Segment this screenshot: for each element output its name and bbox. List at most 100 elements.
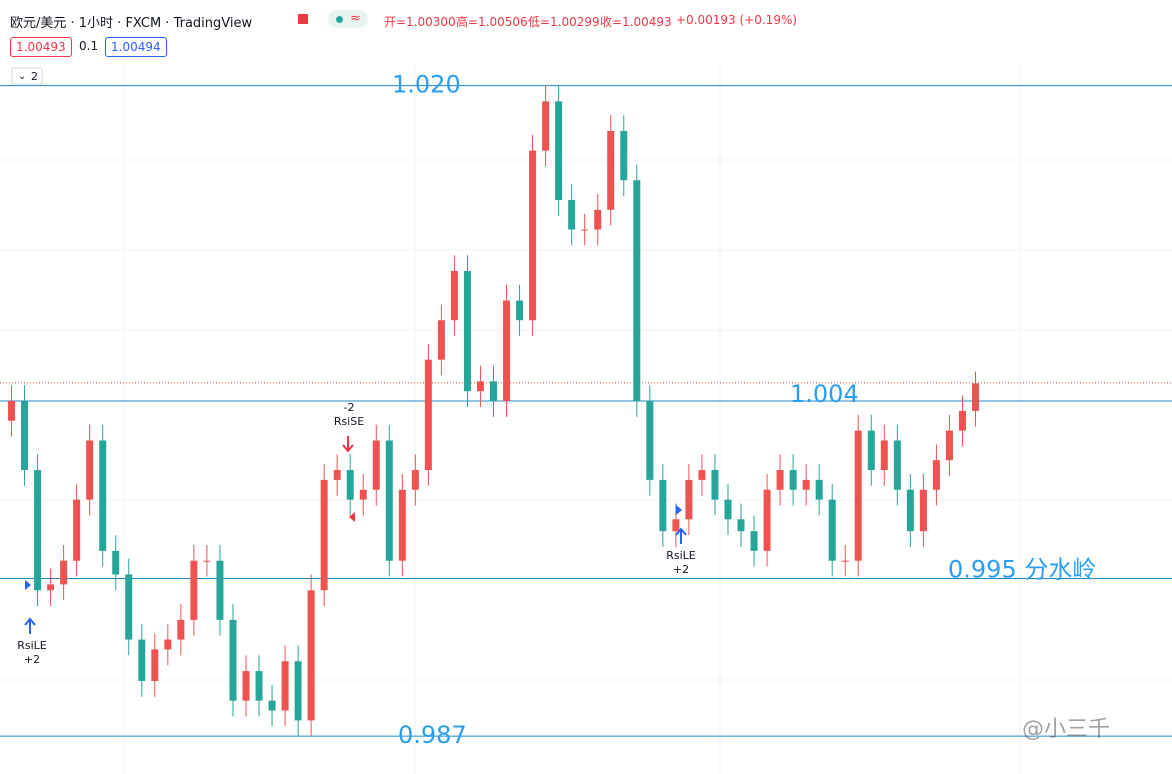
candle-body bbox=[503, 300, 511, 402]
candle-body bbox=[450, 270, 458, 321]
ohlc-change: +0.00193 (+0.19%) bbox=[676, 13, 798, 27]
status-pill[interactable] bbox=[328, 10, 368, 28]
candle-body bbox=[893, 440, 901, 490]
candle-body bbox=[424, 359, 432, 471]
candle-body bbox=[294, 661, 302, 721]
candle-body bbox=[737, 519, 745, 532]
status-dot bbox=[336, 16, 343, 23]
candle-body bbox=[34, 470, 42, 591]
candle-body bbox=[971, 383, 979, 411]
candle-body bbox=[177, 619, 185, 640]
candle-body bbox=[568, 199, 576, 230]
toggle-count: 2 bbox=[31, 70, 38, 83]
candle-body bbox=[815, 479, 823, 500]
candle-body bbox=[646, 401, 654, 480]
candle-body bbox=[659, 479, 667, 532]
approx-icon: ≈ bbox=[350, 11, 361, 26]
candle-body bbox=[685, 479, 693, 520]
flag-icon[interactable] bbox=[298, 14, 308, 24]
candle-body bbox=[880, 440, 888, 471]
candle-body bbox=[190, 560, 198, 620]
candle-body bbox=[763, 489, 771, 551]
signal-rsise: -2 RsiSE bbox=[334, 401, 364, 522]
candle-body bbox=[242, 671, 250, 701]
candle-body bbox=[463, 270, 471, 392]
candle-body bbox=[372, 440, 380, 490]
signal-rsile-1: RsiLE +2 bbox=[17, 580, 47, 666]
candle-body bbox=[60, 560, 68, 585]
collapse-toggle[interactable] bbox=[11, 67, 43, 85]
candle-body bbox=[73, 499, 81, 561]
candle-body bbox=[854, 430, 862, 561]
candle-body bbox=[255, 671, 263, 701]
candle-body bbox=[932, 460, 940, 490]
candle-body bbox=[476, 381, 484, 392]
grid bbox=[0, 62, 1172, 774]
candle-body bbox=[542, 101, 550, 151]
candle-body bbox=[698, 470, 706, 480]
candle-body bbox=[620, 130, 628, 181]
candle-body bbox=[281, 661, 289, 711]
signal-qty: -2 bbox=[344, 401, 355, 414]
candle-body bbox=[138, 639, 146, 681]
candle-body bbox=[112, 550, 120, 575]
ohlc-high: 高=1.00506 bbox=[456, 15, 528, 29]
candle-body bbox=[841, 560, 849, 562]
candle-body bbox=[724, 499, 732, 520]
candle-body bbox=[607, 130, 615, 210]
candle-body bbox=[99, 440, 107, 551]
watermark: @小三千 bbox=[1022, 717, 1110, 742]
buy-price[interactable]: 1.00494 bbox=[105, 37, 167, 57]
candle-body bbox=[672, 519, 680, 532]
signal-label: RsiLE bbox=[666, 549, 696, 562]
symbol-title: 欧元/美元 · 1小时 · FXCM · TradingView bbox=[10, 16, 253, 31]
candle-body bbox=[151, 649, 159, 681]
level-label: 1.020 bbox=[392, 71, 461, 99]
candle-body bbox=[21, 401, 29, 471]
candle-body bbox=[216, 560, 224, 620]
candle-body bbox=[359, 489, 367, 500]
candle-body bbox=[385, 440, 393, 561]
candle-body bbox=[867, 430, 875, 471]
candle-body bbox=[346, 470, 354, 500]
candle-body bbox=[919, 489, 927, 532]
candle-body bbox=[516, 300, 524, 321]
header: 欧元/美元 · 1小时 · FXCM · TradingView ≈ 开=1.0… bbox=[0, 0, 1172, 62]
ohlc-open: 开=1.00300 bbox=[384, 15, 456, 29]
ohlc-low: 低=1.00299 bbox=[528, 15, 600, 29]
candle-body bbox=[906, 489, 914, 532]
candle-body bbox=[828, 499, 836, 561]
candle-body bbox=[411, 470, 419, 490]
spread: 0.1 bbox=[79, 39, 99, 53]
ohlc-close: 收=1.00493 bbox=[600, 15, 672, 29]
candle-body bbox=[594, 209, 602, 230]
candle-body bbox=[945, 430, 953, 461]
signal-qty: +2 bbox=[24, 653, 40, 666]
candle-body bbox=[802, 479, 810, 490]
level-label: 0.995 分水岭 bbox=[948, 555, 1096, 583]
candle-body bbox=[776, 470, 784, 490]
signal-qty: +2 bbox=[673, 563, 689, 576]
level-label: 0.987 bbox=[398, 721, 467, 749]
candle-body bbox=[47, 584, 55, 591]
chevron: ⌄ bbox=[18, 71, 26, 82]
candle-body bbox=[125, 574, 133, 640]
level-label: 1.004 bbox=[790, 380, 859, 408]
signal-label: RsiLE bbox=[17, 639, 47, 652]
candle-body bbox=[633, 180, 641, 402]
candle-body bbox=[555, 101, 563, 200]
candle-body bbox=[581, 229, 589, 231]
candle-body bbox=[307, 590, 315, 721]
candle-body bbox=[333, 470, 341, 480]
candle-body bbox=[529, 150, 537, 321]
candle-body bbox=[958, 410, 966, 431]
candle-body bbox=[789, 470, 797, 490]
candle-body bbox=[268, 700, 276, 711]
candle-body bbox=[750, 531, 758, 551]
candle-body bbox=[203, 560, 211, 562]
sell-price[interactable]: 1.00493 bbox=[10, 37, 72, 57]
signal-label: RsiSE bbox=[334, 415, 364, 428]
candle-body bbox=[320, 479, 328, 591]
